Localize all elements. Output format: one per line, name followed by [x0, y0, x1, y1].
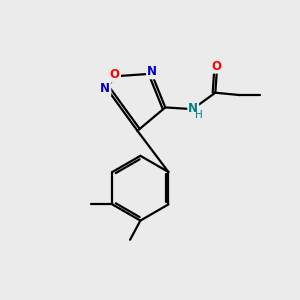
Text: H: H [195, 110, 203, 120]
Text: N: N [188, 102, 198, 116]
Text: N: N [100, 82, 110, 95]
Text: O: O [212, 60, 222, 73]
Text: N: N [147, 65, 157, 78]
Text: O: O [110, 68, 120, 81]
